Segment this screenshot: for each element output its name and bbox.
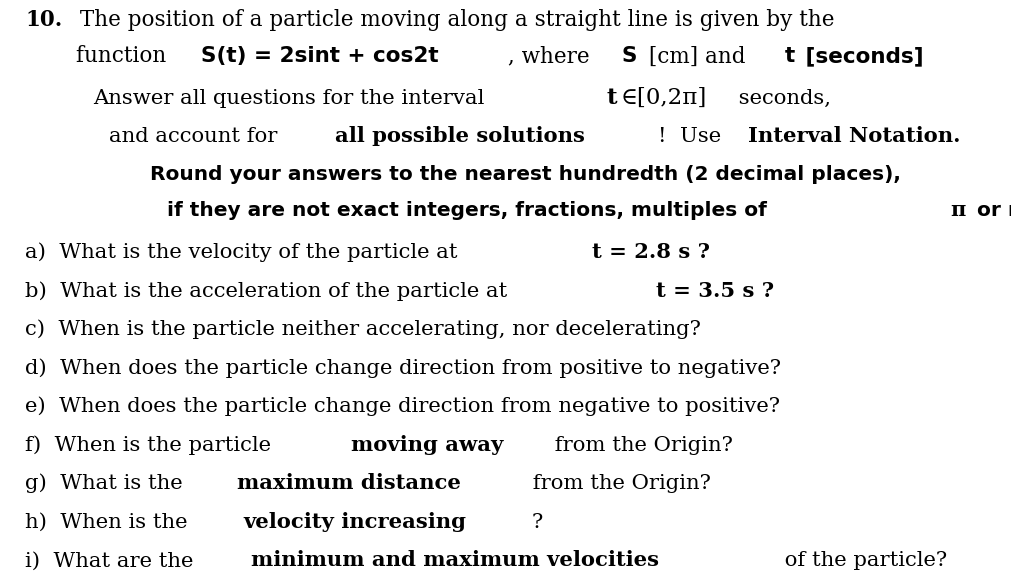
Text: i)  What are the: i) What are the [25,551,200,571]
Text: d)  When does the particle change direction from positive to negative?: d) When does the particle change directi… [25,358,782,378]
Text: t: t [785,47,795,67]
Text: ?: ? [532,513,543,532]
Text: , where: , where [508,46,596,68]
Text: from the Origin?: from the Origin? [527,474,711,493]
Text: c)  When is the particle neither accelerating, nor decelerating?: c) When is the particle neither accelera… [25,319,702,339]
Text: [cm] and: [cm] and [642,46,752,68]
Text: from the Origin?: from the Origin? [548,436,733,455]
Text: e)  When does the particle change direction from negative to positive?: e) When does the particle change directi… [25,397,780,416]
Text: !  Use: ! Use [657,127,728,147]
Text: [seconds]: [seconds] [798,47,923,67]
Text: minimum and maximum velocities: minimum and maximum velocities [252,551,659,571]
Text: or radicals.: or radicals. [970,201,1011,220]
Text: all possible solutions: all possible solutions [336,127,585,147]
Text: of the particle?: of the particle? [777,551,947,571]
Text: b)  What is the acceleration of the particle at: b) What is the acceleration of the parti… [25,281,515,301]
Text: ∈[0,2π]: ∈[0,2π] [621,87,707,109]
Text: function: function [76,46,173,68]
Text: f)  When is the particle: f) When is the particle [25,435,278,455]
Text: 10.: 10. [25,9,63,32]
Text: velocity increasing: velocity increasing [244,512,467,532]
Text: π: π [950,200,966,220]
Text: S: S [622,47,638,67]
Text: t = 2.8 s ?: t = 2.8 s ? [592,242,710,262]
Text: Answer all questions for the interval: Answer all questions for the interval [93,89,491,108]
Text: and account for: and account for [109,127,284,147]
Text: S(t) = 2sint + cos2t: S(t) = 2sint + cos2t [201,47,439,67]
Text: t = 3.5 s ?: t = 3.5 s ? [656,281,774,301]
Text: Round your answers to the nearest hundredth (2 decimal places),: Round your answers to the nearest hundre… [150,165,901,184]
Text: g)  What is the: g) What is the [25,474,190,493]
Text: Interval Notation.: Interval Notation. [748,127,960,147]
Text: seconds,: seconds, [732,89,831,108]
Text: h)  When is the: h) When is the [25,513,194,532]
Text: moving away: moving away [352,435,503,455]
Text: if they are not exact integers, fractions, multiples of: if they are not exact integers, fraction… [167,201,773,220]
Text: maximum distance: maximum distance [238,474,461,493]
Text: t: t [607,87,618,109]
Text: The position of a particle moving along a straight line is given by the: The position of a particle moving along … [74,9,835,32]
Text: a)  What is the velocity of the particle at: a) What is the velocity of the particle … [25,242,464,262]
